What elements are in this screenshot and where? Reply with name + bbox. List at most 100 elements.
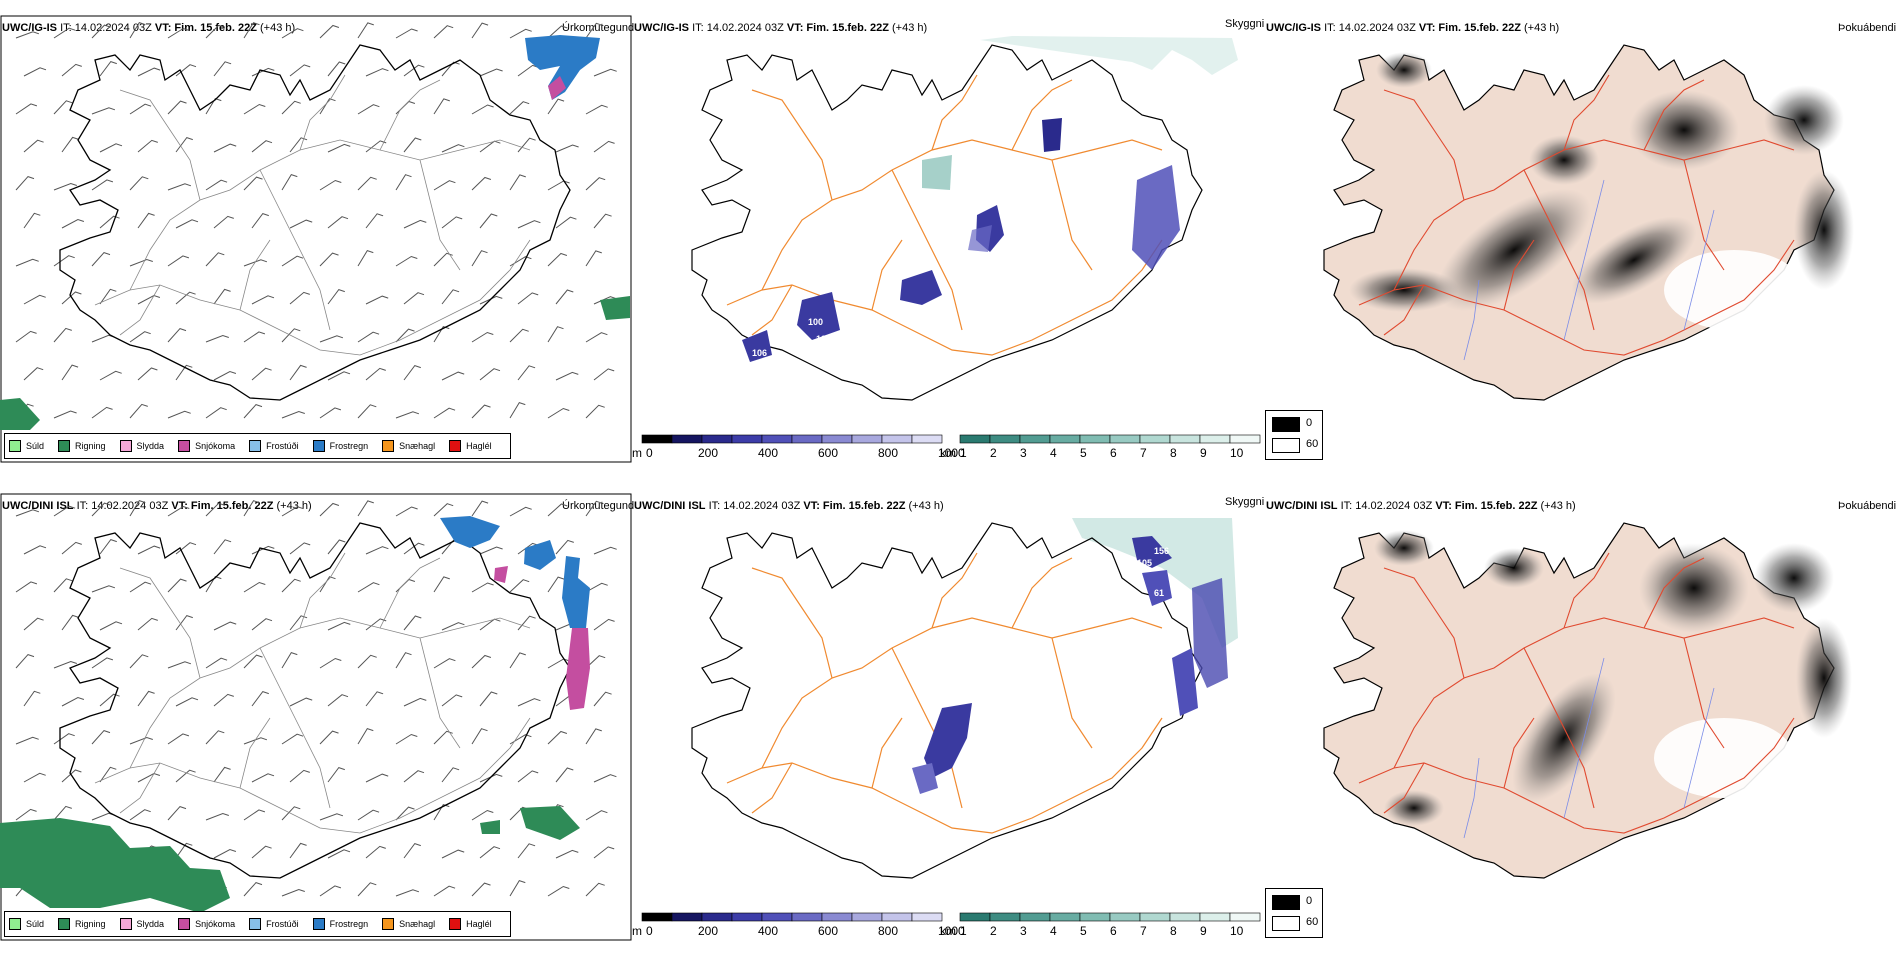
vis-tick-label: 8 (1170, 924, 1177, 938)
legend-label: Frostúði (266, 441, 299, 451)
wind-barb (509, 174, 526, 191)
wind-barb (251, 545, 275, 555)
road-line (726, 239, 1163, 356)
road-line (239, 239, 271, 311)
wind-barb (593, 618, 615, 631)
param-label: Þokuábendi (1838, 500, 1897, 512)
wind-barb (99, 370, 122, 381)
wind-barb (53, 182, 77, 191)
wind-barb (365, 845, 386, 859)
wind-barb (15, 736, 39, 745)
wind-barb (517, 770, 539, 783)
wind-barb (479, 213, 498, 229)
vis-tick-label: 6 (1110, 924, 1117, 938)
wind-barb (517, 365, 536, 381)
wind-barb (213, 143, 237, 153)
wind-barb (251, 213, 269, 229)
legend-label: Haglél (466, 919, 492, 929)
wind-barb (395, 174, 412, 191)
wind-barb (395, 733, 418, 745)
wind-barb (395, 28, 418, 39)
wind-barb (593, 846, 615, 859)
wind-barb (403, 843, 421, 859)
road-line (751, 89, 833, 201)
wind-barb (555, 144, 579, 153)
wind-barb (471, 500, 489, 517)
wind-barb (509, 652, 526, 669)
legend-swatch (312, 918, 325, 930)
fog-blobs-bottom (1374, 530, 1852, 826)
vis-scale-cell (989, 912, 1021, 922)
wind-barb (205, 252, 225, 267)
wind-barb (433, 803, 450, 821)
visibility-panel-bottom: UWC/DINI ISL IT: 14.02.2024 03Z VT: Fim.… (632, 478, 1264, 953)
vis-tick-label: 10 (1230, 924, 1244, 938)
wind-barb (327, 767, 345, 783)
wind-barb (289, 842, 307, 859)
wind-barb (53, 100, 73, 115)
wind-barb (433, 25, 454, 39)
wind-barb (319, 502, 340, 517)
vis-scale-cell (989, 434, 1021, 444)
wind-barb (61, 63, 82, 77)
wind-barb (289, 542, 311, 555)
wind-barb (441, 144, 465, 153)
wind-barb (509, 101, 530, 115)
wind-barb (319, 179, 342, 191)
wind-barb (479, 846, 501, 859)
wind-barb (23, 772, 46, 783)
wind-barb (555, 849, 579, 859)
wind-barb (53, 327, 72, 343)
wind-barb (99, 621, 123, 631)
wind-barb (137, 294, 161, 305)
wind-barb (327, 371, 351, 381)
wind-barb (137, 67, 161, 77)
wind-barb (99, 143, 123, 153)
wind-barb (547, 885, 570, 897)
vis-tick-label: 6 (1110, 446, 1117, 460)
param-label: Þokuábendi (1838, 22, 1897, 34)
wind-barb (137, 545, 161, 555)
wind-barb (327, 621, 351, 631)
wind-barb (15, 176, 35, 191)
ceiling-tick-label: 200 (698, 446, 718, 460)
road-line (1503, 717, 1535, 789)
wind-barb (91, 657, 114, 669)
fog-scale-bottom: 0 60 (1265, 888, 1323, 938)
ceiling-unit: m (632, 924, 642, 938)
vis-tick-label: 5 (1080, 446, 1087, 460)
wind-barb (433, 730, 453, 745)
wind-barb (251, 618, 273, 631)
wind-barb (167, 183, 192, 191)
wind-barb (175, 697, 199, 707)
road-line (871, 239, 903, 311)
wind-barb (167, 255, 190, 267)
ceiling-scale-cell (731, 912, 763, 922)
wind-barb (15, 31, 40, 39)
wind-barb (479, 546, 503, 555)
vis-scale-cell (959, 434, 991, 444)
wind-barb (129, 736, 153, 745)
legend-item: Frostregn (312, 918, 368, 930)
legend-swatch (312, 440, 325, 452)
wind-barb (585, 250, 602, 267)
wind-barb (213, 621, 237, 631)
wind-barb (205, 502, 225, 517)
wind-barb (593, 368, 615, 381)
wind-barb (167, 410, 191, 419)
wind-barb (471, 582, 494, 593)
road-line (119, 567, 201, 679)
wind-barb (129, 654, 149, 669)
wind-barb (517, 292, 539, 305)
fog-panel-top: UWC/IG-IS IT: 14.02.2024 03Z VT: Fim. 15… (1264, 0, 1900, 475)
wind-barb (517, 64, 539, 77)
wind-barb (403, 64, 425, 77)
wind-barb (593, 68, 617, 77)
wind-barb (319, 407, 342, 419)
wind-barbs (15, 21, 617, 419)
vis-tick-label: 1 (960, 446, 967, 460)
ceiling-tick-label: 0 (646, 446, 653, 460)
fog-map (1323, 522, 1852, 879)
panel-title: UWC/DINI ISL IT: 14.02.2024 03Z VT: Fim.… (1266, 500, 1576, 512)
legend-item: Rigning (58, 918, 106, 930)
